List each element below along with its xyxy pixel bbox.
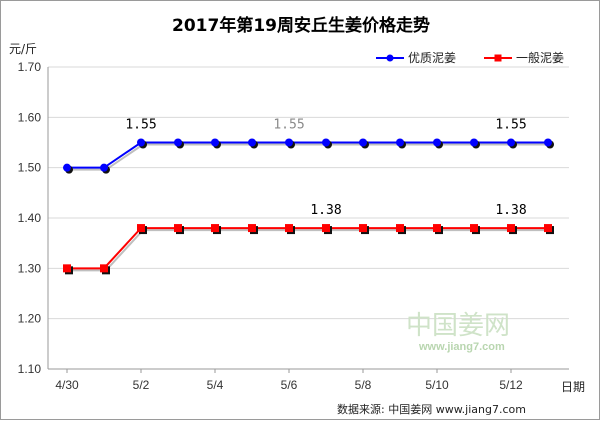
series-line-shadow — [69, 143, 550, 171]
data-label: 1.38 — [310, 203, 341, 218]
watermark-url: www.jiang7.com — [418, 341, 505, 353]
watermark-logo: 中国姜网 www.jiang7.com — [406, 311, 510, 353]
data-label: 1.55 — [125, 118, 156, 133]
x-tick-label: 5/8 — [355, 378, 372, 392]
data-point — [507, 224, 515, 233]
series-line — [67, 227, 548, 270]
data-point — [137, 138, 145, 147]
data-point — [359, 224, 367, 233]
data-point — [174, 224, 182, 233]
data-label: 1.55 — [273, 118, 304, 133]
data-point — [433, 224, 441, 233]
x-tick-label: 5/12 — [499, 378, 523, 392]
x-tick-label: 5/4 — [207, 378, 224, 392]
series-0 — [63, 138, 554, 174]
legend-item-regular: 一般泥姜 — [484, 50, 564, 65]
data-label: 1.38 — [495, 203, 526, 218]
legend: 优质泥姜 一般泥姜 — [376, 50, 564, 65]
y-tick-label: 1.60 — [18, 110, 42, 124]
chart-title: 2017年第19周安丘生姜价格走势 — [172, 15, 430, 36]
series-1 — [63, 224, 554, 275]
data-source: 数据来源: 中国姜网 www.jiang7.com — [337, 402, 526, 416]
data-point — [396, 224, 404, 233]
data-point — [248, 138, 256, 147]
y-tick-label: 1.30 — [18, 261, 42, 275]
x-tick-label: 4/30 — [55, 378, 79, 392]
data-point — [285, 224, 293, 233]
data-point — [63, 264, 71, 273]
x-tick-label: 5/2 — [133, 378, 150, 392]
data-point — [137, 224, 145, 233]
y-tick-label: 1.40 — [18, 211, 42, 225]
legend-label-premium: 优质泥姜 — [408, 51, 456, 65]
legend-label-regular: 一般泥姜 — [516, 50, 564, 65]
axes — [47, 67, 569, 373]
x-tick-labels: 4/30 5/2 5/4 5/6 5/8 5/10 5/12 — [55, 378, 523, 392]
y-tick-labels: 1.70 1.60 1.50 1.40 1.30 1.20 1.10 — [18, 60, 42, 376]
data-point — [544, 224, 552, 233]
x-tick-label: 5/10 — [425, 378, 449, 392]
y-axis-unit: 元/斤 — [9, 42, 37, 56]
y-tick-label: 1.70 — [18, 60, 42, 74]
data-point — [211, 224, 219, 233]
data-label: 1.55 — [495, 118, 526, 133]
watermark-text: 中国姜网 — [406, 311, 510, 341]
data-point — [433, 138, 441, 147]
data-point — [211, 138, 219, 147]
data-point — [470, 138, 478, 147]
series-line — [67, 141, 548, 169]
data-labels: 1.55 1.55 1.55 1.38 1.38 — [125, 118, 526, 219]
data-point — [396, 138, 404, 147]
data-point — [322, 138, 330, 147]
data-point — [63, 163, 71, 172]
gridlines — [48, 66, 569, 320]
x-tick-label: 5/6 — [281, 378, 298, 392]
legend-item-premium: 优质泥姜 — [376, 51, 456, 65]
x-axis-label: 日期 — [561, 380, 585, 394]
series-line-shadow — [69, 229, 550, 272]
data-point — [470, 224, 478, 233]
data-point — [322, 224, 330, 233]
data-point — [100, 264, 108, 273]
data-point — [100, 163, 108, 172]
y-tick-label: 1.20 — [18, 312, 42, 326]
data-point — [248, 224, 256, 233]
y-tick-label: 1.10 — [18, 362, 42, 376]
data-point — [507, 138, 515, 147]
data-point — [359, 138, 367, 147]
y-tick-label: 1.50 — [18, 161, 42, 175]
data-point — [544, 138, 552, 147]
legend-marker-premium — [386, 54, 394, 62]
legend-marker-regular — [494, 54, 502, 62]
series-lines — [63, 138, 554, 275]
data-point — [174, 138, 182, 147]
data-point — [285, 138, 293, 147]
